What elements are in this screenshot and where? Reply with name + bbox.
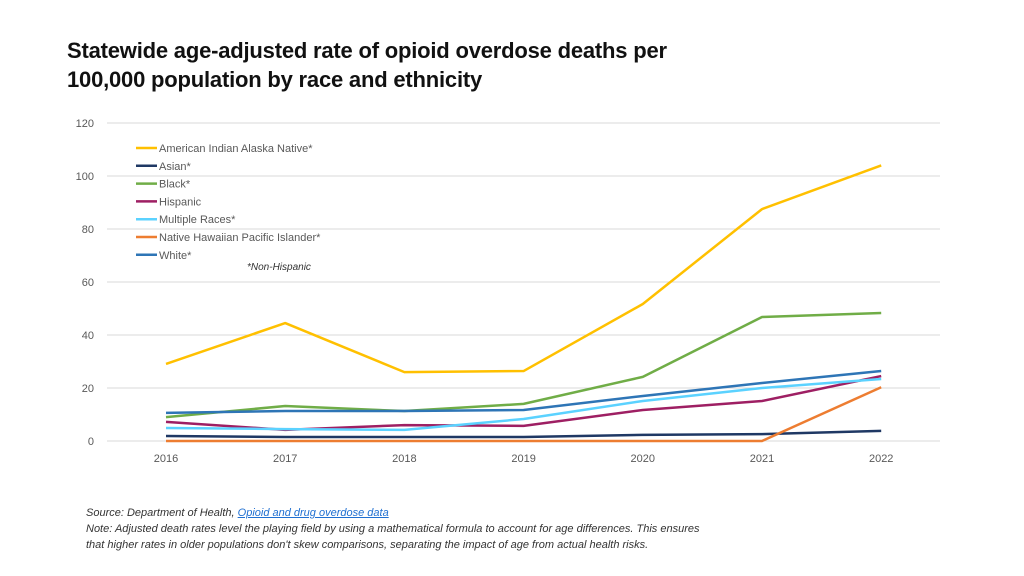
legend-label: Black* <box>159 179 191 191</box>
source-link[interactable]: Opioid and drug overdose data <box>237 507 389 519</box>
footer: Source: Department of Health, Opioid and… <box>86 505 700 553</box>
x-tick-label: 2016 <box>154 453 178 465</box>
x-tick-label: 2019 <box>511 453 535 465</box>
y-tick-label: 80 <box>82 224 94 236</box>
y-tick-label: 60 <box>82 277 94 289</box>
legend-label: Multiple Races* <box>159 214 236 226</box>
x-tick-label: 2021 <box>750 453 774 465</box>
y-tick-label: 120 <box>76 118 94 130</box>
source-text: Source: Department of Health, <box>86 507 238 519</box>
y-tick-label: 100 <box>76 171 94 183</box>
legend-label: Asian* <box>159 161 192 173</box>
series-line-0 <box>165 164 882 374</box>
legend-note: *Non-Hispanic <box>247 262 311 273</box>
series-line-1 <box>165 429 882 439</box>
x-tick-label: 2022 <box>869 453 893 465</box>
note-line-2: that higher rates in older populations d… <box>86 539 649 551</box>
series-line-6 <box>165 369 882 415</box>
series-line-4 <box>165 377 882 432</box>
x-tick-label: 2020 <box>631 453 655 465</box>
legend-label: American Indian Alaska Native* <box>159 143 313 155</box>
y-tick-label: 40 <box>82 330 94 342</box>
series-line-5 <box>166 386 882 443</box>
legend-label: Hispanic <box>159 196 202 208</box>
note-line-1: Note: Adjusted death rates level the pla… <box>86 523 700 535</box>
legend-label: Native Hawaiian Pacific Islander* <box>159 232 321 244</box>
x-tick-label: 2018 <box>392 453 416 465</box>
chart-title: Statewide age-adjusted rate of opioid ov… <box>67 38 667 92</box>
y-tick-label: 0 <box>88 436 94 448</box>
x-tick-label: 2017 <box>273 453 297 465</box>
series-line-2 <box>165 311 882 419</box>
y-tick-label: 20 <box>82 383 94 395</box>
legend-label: White* <box>159 250 192 262</box>
